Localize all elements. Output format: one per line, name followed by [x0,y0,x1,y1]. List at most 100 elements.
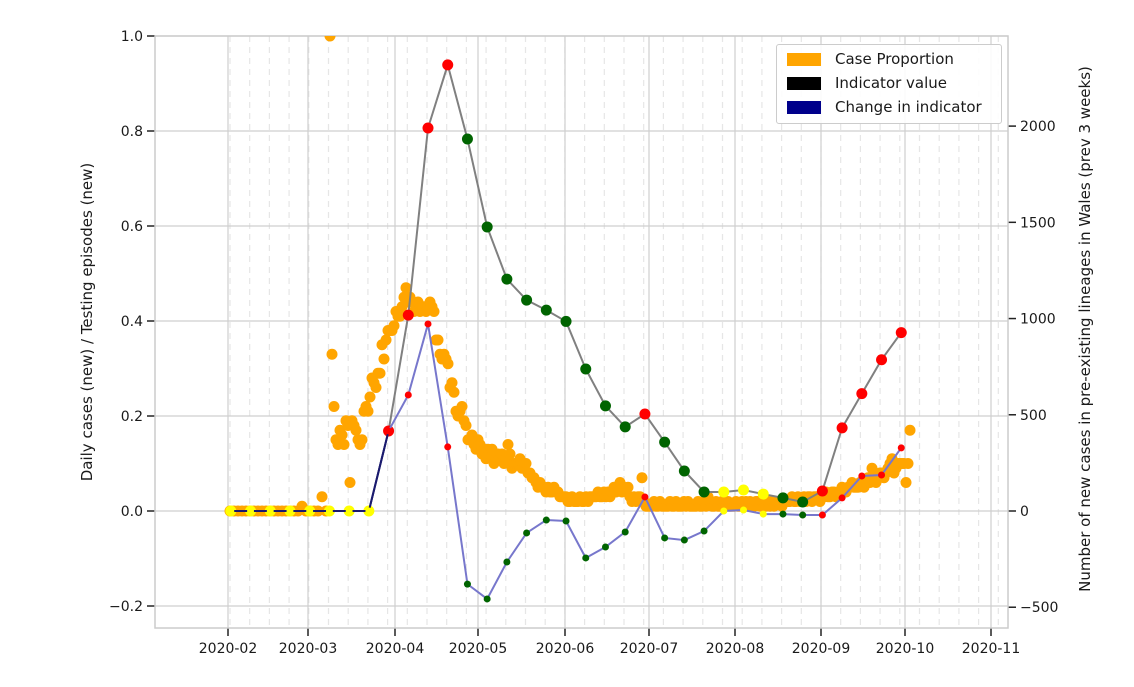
case-proportion-point [364,391,376,403]
case-proportion-point [520,458,532,469]
x-tick-label: 2020-02 [199,641,258,657]
case-proportion-point [326,348,338,360]
indicator-point [895,327,907,339]
legend-item-indicator-value: Indicator value [787,73,947,93]
change-point [700,527,708,535]
change-point [562,517,570,525]
change-point [542,516,550,524]
x-tick-label: 2020-07 [620,641,679,657]
legend-swatch-orange [787,52,821,66]
case-proportion-point [400,282,412,294]
indicator-point [639,408,651,420]
y-right-tick-label: 2000 [1020,119,1056,135]
case-proportion-point [622,481,634,493]
indicator-point [560,315,572,327]
indicator-point [580,363,592,375]
indicator-point [619,421,631,433]
change-point [759,510,767,518]
y-tick-label: 1.0 [121,29,143,45]
change-point [444,443,452,451]
indicator-point [442,59,454,71]
change-point [799,511,807,519]
change-point [818,511,826,519]
change-point [247,507,255,515]
y-tick-label: 0.6 [121,219,143,235]
case-proportion-point [504,448,516,460]
change-point [306,507,314,515]
change-point [404,391,412,399]
x-tick-label: 2020-03 [279,641,338,657]
x-tick-label: 2020-08 [706,641,765,657]
indicator-point [876,354,888,366]
case-proportion-point [374,367,386,379]
change-point [621,528,629,536]
legend-item-change-in-indicator: Change in indicator [787,97,982,117]
change-point [897,444,905,452]
case-proportion-point [456,401,468,412]
case-proportion-point [394,310,406,322]
legend-swatch-black [787,76,821,90]
y-right-axis-label: Number of new cases in pre-existing line… [1076,66,1094,592]
change-point [345,507,353,515]
legend-swatch-navy [787,100,821,114]
y-tick-label: 0.4 [121,314,143,330]
case-proportion-point [338,439,350,450]
change-point [779,510,787,518]
change-point [227,507,235,515]
y-axis-label: Daily cases (new) / Testing episodes (ne… [78,163,96,482]
indicator-point [777,492,789,504]
y-right-tick-label: 500 [1020,408,1047,424]
indicator-point [501,273,513,285]
indicator-point [659,436,671,448]
indicator-point [856,388,868,400]
case-proportion-point [350,424,362,436]
change-point [740,506,748,514]
indicator-point [797,496,809,508]
change-point [325,507,333,515]
x-tick-label: 2020-04 [366,641,425,657]
legend-item-case-proportion: Case Proportion [787,49,954,69]
y-right-tick-label: 1500 [1020,215,1056,231]
y-tick-label: −0.2 [109,599,143,615]
case-proportion-point [380,334,392,346]
indicator-point [540,304,552,316]
case-proportion-point [502,439,514,450]
y-tick-label: 0.0 [121,504,143,520]
change-point [641,493,649,501]
change-point [286,507,294,515]
case-proportion-point [902,458,914,469]
indicator-point [757,488,769,500]
change-point [385,427,393,435]
change-point [424,320,432,328]
change-point [463,580,471,588]
indicator-point [521,294,533,306]
case-proportion-point [316,491,328,503]
case-proportion-point [362,405,374,417]
case-proportion-point [442,358,454,370]
case-proportion-point [900,477,912,488]
change-point [878,471,886,479]
x-tick-label: 2020-09 [792,641,851,657]
case-proportion-point [432,334,444,346]
change-point [503,558,511,566]
case-proportion-point [446,377,458,389]
indicator-point [718,486,730,498]
x-tick-label: 2020-11 [962,641,1021,657]
legend-label: Change in indicator [835,98,982,116]
indicator-point [481,221,493,233]
indicator-point [678,465,690,477]
legend: Case Proportion Indicator value Change i… [776,44,1002,124]
y-tick-label: 0.2 [121,409,143,425]
x-tick-label: 2020-06 [536,641,595,657]
change-point [266,507,274,515]
indicator-point [402,309,414,321]
change-point [523,529,531,537]
change-point [483,595,491,603]
case-proportion-point [904,424,916,436]
change-point [661,534,669,542]
case-proportion-point [328,401,340,412]
change-point [680,536,688,544]
case-proportion-point [448,386,460,398]
change-point [720,507,728,515]
